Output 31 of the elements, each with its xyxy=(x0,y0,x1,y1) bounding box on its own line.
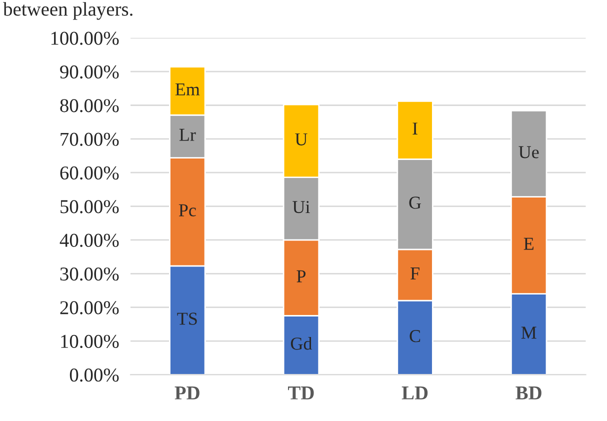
y-tick-label: 30.00% xyxy=(60,267,119,281)
data-label: F xyxy=(410,268,420,280)
y-tick-label: 0.00% xyxy=(70,368,119,382)
data-label: Gd xyxy=(290,337,312,350)
data-label: Ui xyxy=(292,201,310,214)
y-tick-label: 90.00% xyxy=(60,65,119,79)
data-label: Ue xyxy=(518,146,539,158)
y-tick-label: 60.00% xyxy=(60,166,119,180)
y-tick-label: 10.00% xyxy=(61,334,119,348)
y-tick-label: 70.00% xyxy=(60,132,119,146)
data-label: C xyxy=(410,330,420,342)
data-label: TS xyxy=(177,312,197,325)
x-tick-label: PD xyxy=(174,386,200,400)
data-label: M xyxy=(521,326,536,339)
y-tick-label: 80.00% xyxy=(60,99,119,112)
x-tick-label: BD xyxy=(516,386,542,400)
y-tick-label: 100.00% xyxy=(51,32,119,45)
data-label: E xyxy=(524,238,534,250)
data-label: Em xyxy=(175,83,200,96)
data-label: Pc xyxy=(178,204,196,216)
y-tick-label: 40.00% xyxy=(60,234,119,247)
x-tick-label: TD xyxy=(288,386,314,400)
data-label: Lr xyxy=(179,128,196,141)
y-tick-label: 50.00% xyxy=(60,200,119,214)
y-tick-label: 20.00% xyxy=(60,301,119,314)
data-label: U xyxy=(295,133,308,146)
text: between players. xyxy=(3,2,132,20)
x-tick-label: LD xyxy=(402,386,428,400)
data-label: I xyxy=(412,122,418,135)
data-label: G xyxy=(409,196,421,209)
data-label: P xyxy=(296,270,306,282)
